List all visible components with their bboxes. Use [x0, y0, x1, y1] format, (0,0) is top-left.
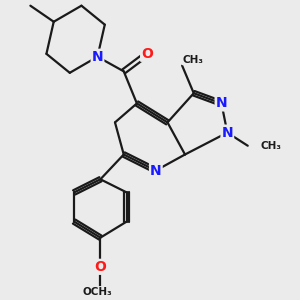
Text: N: N [92, 50, 103, 64]
Text: CH₃: CH₃ [261, 141, 282, 151]
Text: N: N [150, 164, 162, 178]
Text: O: O [94, 260, 106, 274]
Text: N: N [221, 126, 233, 140]
Text: N: N [216, 96, 227, 110]
Text: CH₃: CH₃ [182, 55, 203, 65]
Text: O: O [141, 47, 153, 61]
Text: OCH₃: OCH₃ [83, 286, 112, 297]
